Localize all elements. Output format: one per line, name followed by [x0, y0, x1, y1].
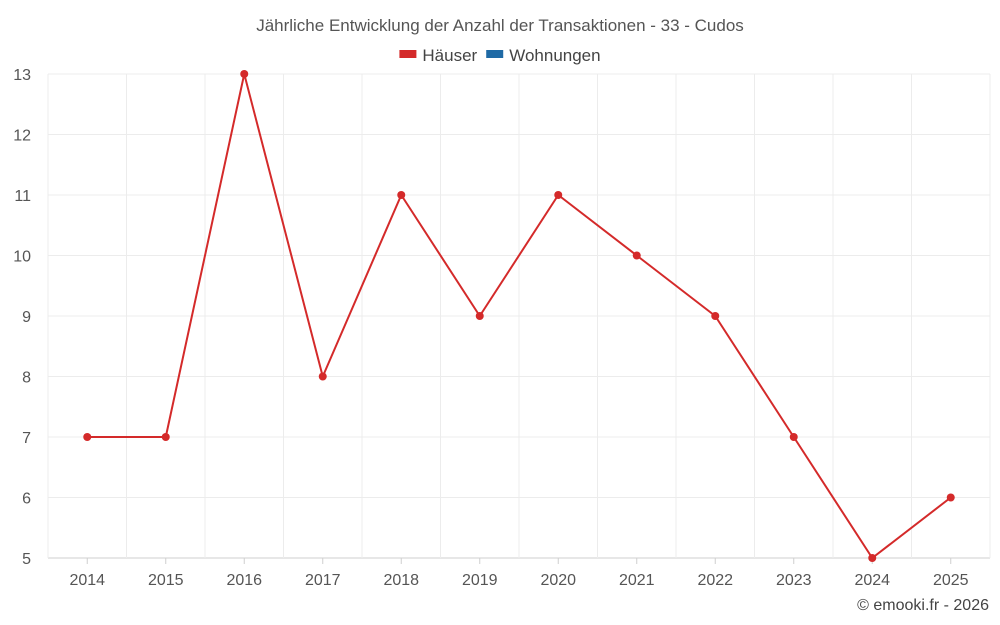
x-tick-label: 2023 — [776, 572, 812, 589]
data-point[interactable] — [240, 70, 249, 78]
y-tick-label: 10 — [13, 249, 31, 266]
data-point[interactable] — [554, 191, 563, 199]
y-tick-label: 9 — [22, 309, 31, 326]
x-tick-label: 2020 — [540, 572, 576, 589]
data-point[interactable] — [397, 191, 406, 199]
legend-swatch — [399, 50, 417, 58]
x-tick-label: 2021 — [619, 572, 655, 589]
data-point[interactable] — [632, 251, 641, 260]
y-tick-label: 13 — [13, 67, 31, 84]
y-tick-label: 6 — [22, 491, 31, 508]
x-tick-label: 2015 — [148, 572, 184, 589]
x-tick-label: 2018 — [383, 572, 419, 589]
data-point[interactable] — [868, 554, 877, 562]
credit-text: © emooki.fr - 2026 — [857, 597, 989, 614]
x-tick-label: 2014 — [69, 572, 105, 589]
x-tick-label: 2016 — [226, 572, 262, 589]
data-point[interactable] — [83, 433, 92, 441]
y-tick-label: 7 — [22, 430, 31, 447]
data-point[interactable] — [161, 433, 170, 441]
y-tick-label: 11 — [14, 188, 31, 205]
data-point[interactable] — [711, 312, 720, 320]
series-group — [83, 70, 955, 562]
data-point[interactable] — [475, 312, 484, 320]
data-point[interactable] — [946, 493, 955, 502]
x-tick-label: 2017 — [305, 572, 341, 589]
y-tick-label: 5 — [22, 551, 31, 568]
x-tick-label: 2025 — [933, 572, 969, 589]
legend-swatch — [486, 50, 504, 58]
grid-lines — [47, 73, 991, 564]
x-axis-ticks: 2014 2015 2016 2017 2018 2019 2020 2021 2022 2023… — [69, 572, 968, 589]
legend[interactable]: Häuser Wohnungen — [399, 46, 601, 65]
legend-item-1[interactable]: Wohnungen — [486, 46, 601, 65]
x-tick-label: 2024 — [854, 572, 890, 589]
y-tick-label: 8 — [22, 370, 31, 387]
chart-title: Jährliche Entwicklung der Anzahl der Tra… — [256, 16, 744, 35]
data-point[interactable] — [318, 372, 327, 381]
legend-label: Häuser — [422, 46, 477, 65]
x-tick-label: 2022 — [697, 572, 733, 589]
legend-label: Wohnungen — [509, 46, 600, 65]
x-tick-label: 2019 — [462, 572, 498, 589]
data-point[interactable] — [789, 433, 798, 441]
y-axis-ticks: 5 6 7 8 9 10 11 12 13 — [13, 67, 31, 568]
legend-item-0[interactable]: Häuser — [399, 46, 478, 65]
series-line-0 — [87, 73, 952, 559]
y-tick-label: 12 — [13, 128, 31, 145]
